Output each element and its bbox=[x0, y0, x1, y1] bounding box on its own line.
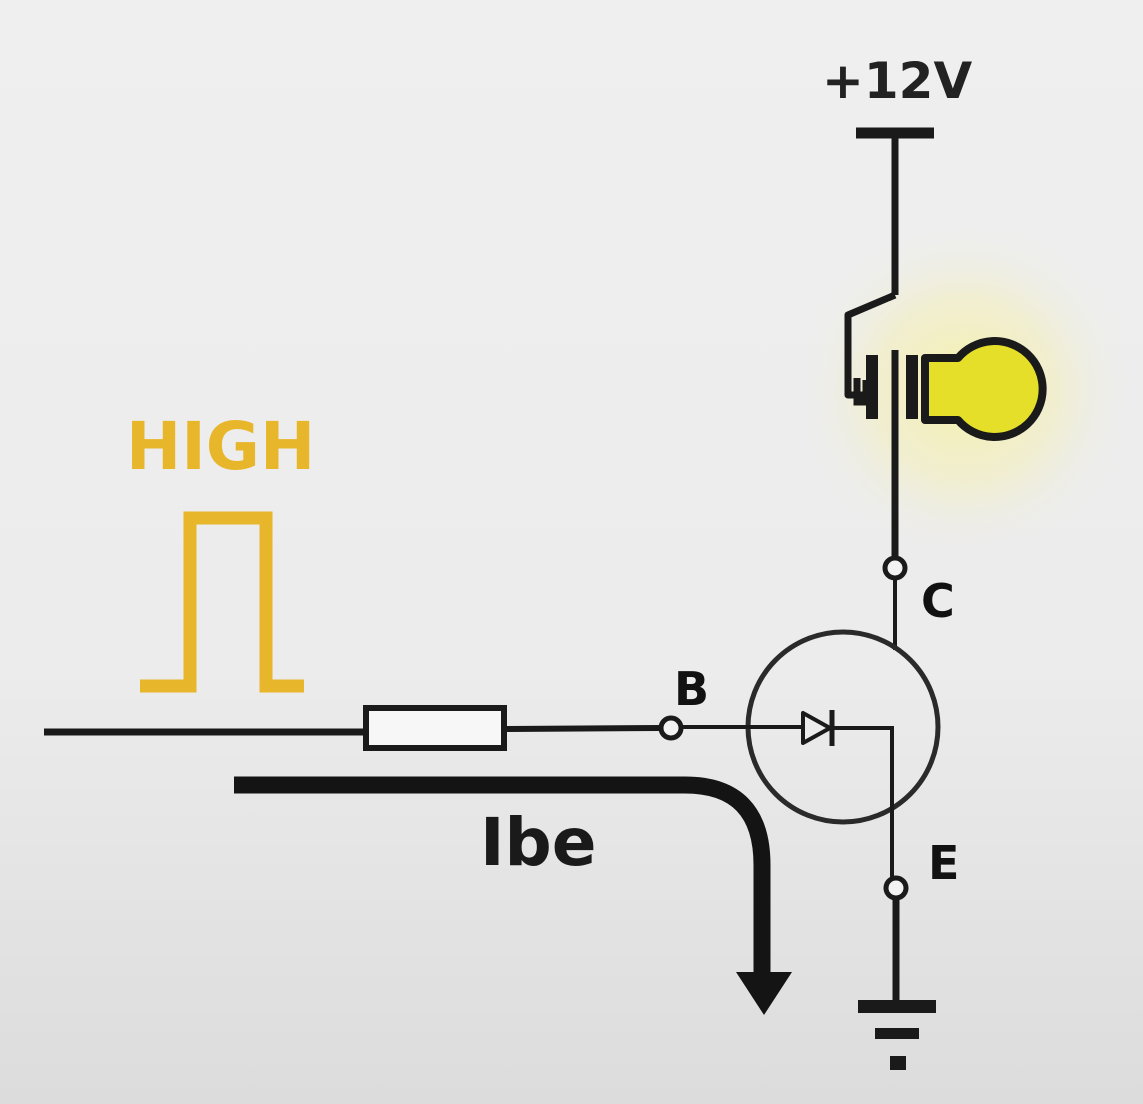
emitter-label: E bbox=[928, 836, 960, 890]
lamp-icon bbox=[844, 291, 1047, 562]
ground-icon bbox=[858, 898, 936, 1070]
base-label: B bbox=[674, 662, 710, 716]
square-pulse-icon bbox=[140, 511, 304, 693]
diode-icon bbox=[680, 710, 894, 878]
supply-voltage-label: +12V bbox=[822, 52, 973, 110]
input-state-label: HIGH bbox=[126, 408, 316, 485]
base-terminal bbox=[658, 715, 684, 741]
input-wire bbox=[44, 725, 663, 736]
supply-rail bbox=[856, 127, 934, 295]
collector-label: C bbox=[921, 574, 955, 628]
current-label: Ibe bbox=[480, 804, 597, 881]
collector-terminal bbox=[882, 555, 908, 581]
emitter-terminal bbox=[883, 875, 909, 901]
current-arrow-icon bbox=[234, 776, 792, 1015]
resistor-icon bbox=[363, 705, 507, 751]
